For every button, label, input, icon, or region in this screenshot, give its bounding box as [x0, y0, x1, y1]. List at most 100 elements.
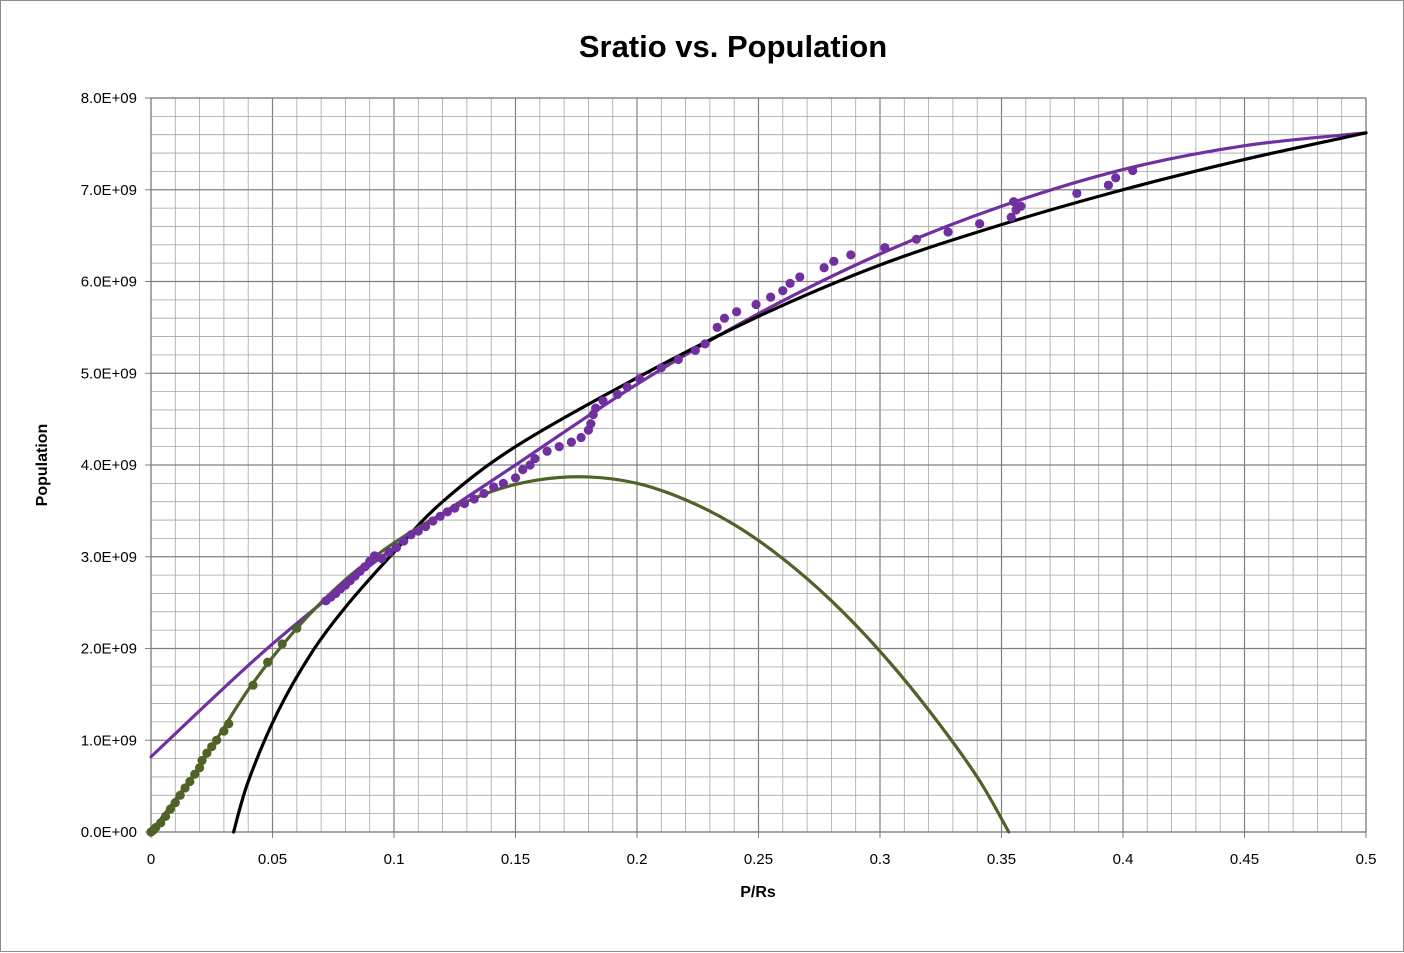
data-point: [525, 460, 535, 470]
series-curve-3: [232, 131, 1368, 834]
x-tick-label: 0.25: [744, 851, 773, 868]
x-tick-label: 0.45: [1230, 851, 1259, 868]
data-point: [712, 322, 722, 332]
data-point: [1016, 201, 1026, 211]
data-point: [428, 516, 438, 526]
data-point: [170, 798, 180, 808]
data-point: [1072, 188, 1082, 199]
data-point: [202, 748, 212, 758]
data-point: [795, 272, 805, 282]
data-point: [156, 818, 166, 828]
chart-title: Sratio vs. Population: [579, 29, 887, 64]
data-point: [160, 811, 171, 822]
data-point: [442, 507, 453, 517]
data-point: [530, 453, 540, 464]
y-tick-label: 1.0E+09: [81, 732, 137, 749]
data-point: [391, 542, 402, 553]
data-point: [248, 680, 258, 690]
data-point: [846, 250, 856, 260]
data-point: [719, 313, 730, 323]
data-point: [263, 657, 273, 667]
data-point: [554, 442, 564, 452]
data-point: [1006, 212, 1016, 222]
data-point: [785, 278, 795, 288]
data-point: [622, 382, 632, 392]
data-point: [576, 432, 586, 443]
y-tick-label: 7.0E+09: [81, 182, 137, 199]
data-point: [598, 396, 608, 406]
data-point: [943, 227, 953, 237]
data-point: [165, 804, 176, 814]
data-point: [469, 494, 479, 504]
data-point: [175, 790, 185, 800]
data-point: [185, 776, 195, 787]
data-point: [219, 726, 229, 736]
data-point: [542, 446, 552, 456]
data-point: [479, 488, 489, 499]
x-tick-label: 0.2: [627, 851, 648, 868]
data-point: [384, 547, 394, 557]
data-point: [591, 403, 601, 413]
data-point: [420, 521, 431, 532]
data-point: [911, 234, 922, 244]
x-tick-label: 0.05: [258, 851, 287, 868]
x-tick-label: 0.5: [1356, 851, 1377, 868]
data-point: [510, 473, 521, 483]
data-point: [778, 286, 788, 296]
data-point: [566, 437, 576, 447]
y-tick-label: 3.0E+09: [81, 549, 137, 566]
data-point: [766, 292, 776, 302]
data-point: [489, 482, 499, 492]
data-point: [518, 464, 528, 475]
x-tick-label: 0.3: [870, 851, 891, 868]
data-point: [690, 345, 700, 355]
data-point: [634, 374, 645, 384]
data-point: [195, 763, 205, 773]
data-point: [1128, 165, 1138, 176]
data-point: [207, 742, 217, 752]
data-point: [880, 242, 890, 253]
data-point: [1009, 197, 1019, 207]
y-axis-label: Population: [34, 424, 51, 507]
data-point: [1103, 180, 1114, 190]
grid: [150, 97, 1367, 833]
y-tick-label: 0.0E+00: [81, 824, 137, 841]
data-point: [673, 354, 683, 365]
data-point: [190, 769, 200, 779]
x-tick-label: 0.4: [1113, 851, 1134, 868]
x-tick-label: 0.15: [501, 851, 530, 868]
data-point: [277, 639, 287, 649]
data-point: [224, 719, 234, 729]
x-tick-label: 0.35: [987, 851, 1016, 868]
data-point: [975, 219, 985, 229]
x-axis: 0 0.05 0.1 0.15 0.2 0.25 0.3 0.35 0.4 0.45 0.5: [147, 832, 1377, 868]
y-tick-label: 4.0E+09: [81, 457, 137, 474]
series-points: [146, 165, 1138, 837]
data-point: [369, 551, 380, 561]
y-tick-label: 8.0E+09: [81, 90, 137, 107]
data-point: [656, 363, 666, 373]
y-tick-label: 6.0E+09: [81, 274, 137, 291]
y-tick-label: 2.0E+09: [81, 641, 137, 658]
data-point: [197, 755, 207, 766]
data-point: [819, 263, 829, 273]
data-point: [413, 526, 423, 536]
x-tick-label: 0.1: [384, 851, 405, 868]
data-point: [612, 389, 623, 399]
data-point: [498, 478, 508, 488]
data-point: [399, 536, 409, 546]
data-point: [459, 498, 470, 509]
data-point: [292, 623, 302, 633]
data-point: [1111, 173, 1121, 183]
data-point: [377, 553, 387, 564]
data-point: [450, 503, 460, 513]
x-axis-label: P/Rs: [740, 884, 776, 901]
data-point: [751, 299, 761, 310]
data-point: [700, 339, 710, 349]
x-tick-label: 0: [147, 851, 155, 868]
data-point: [212, 735, 222, 745]
data-point: [586, 419, 596, 429]
data-point: [406, 530, 416, 540]
